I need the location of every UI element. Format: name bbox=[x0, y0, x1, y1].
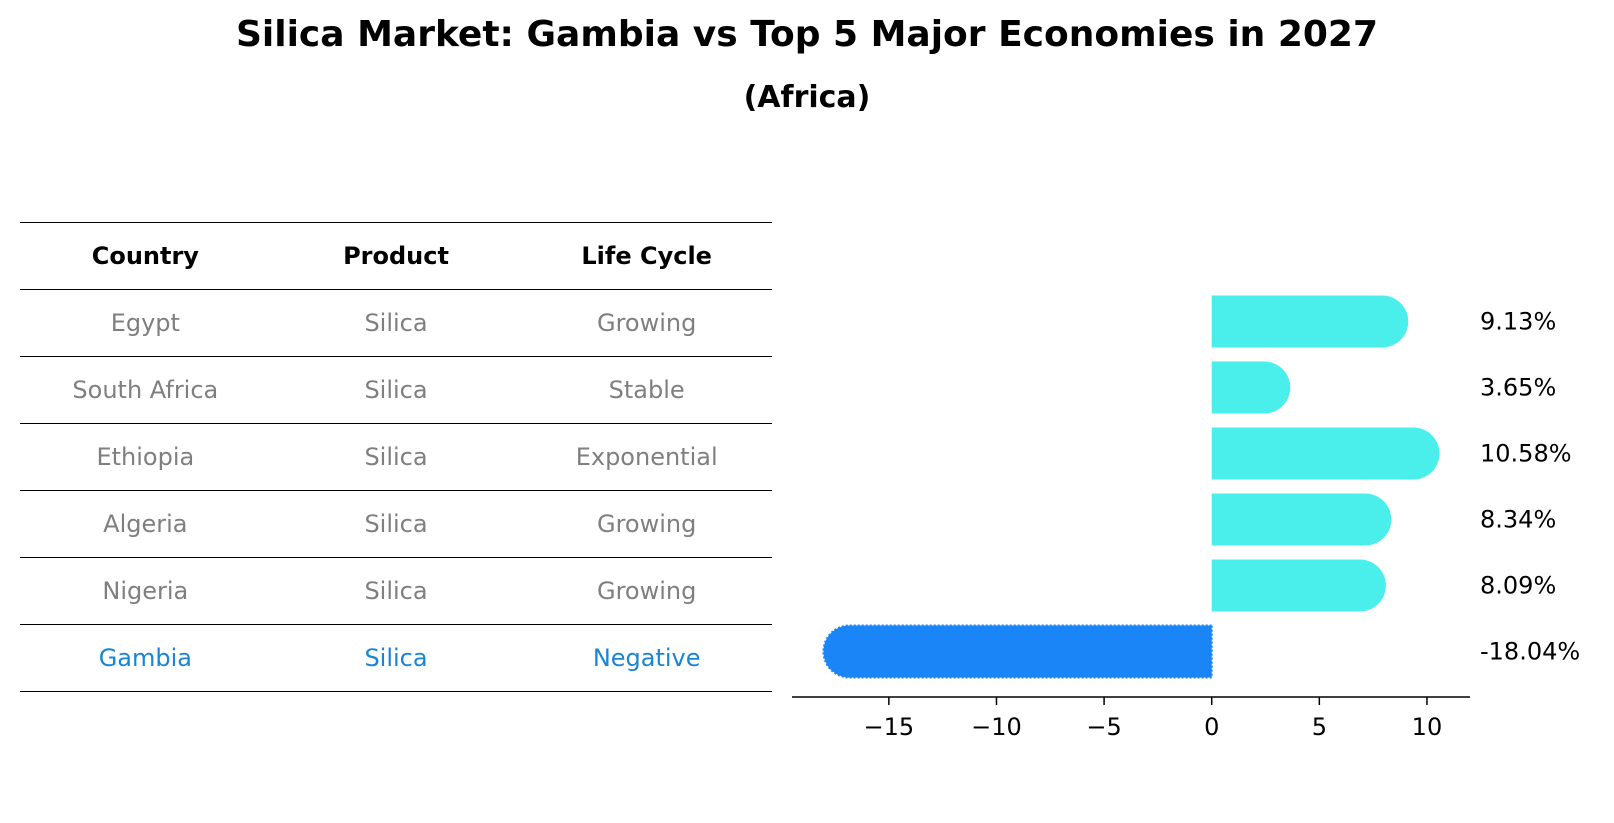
cell-country: Ethiopia bbox=[96, 443, 195, 471]
x-tick-label: −10 bbox=[971, 713, 1022, 741]
bar-value-label: 8.09% bbox=[1480, 572, 1556, 600]
header-life-cycle: Life Cycle bbox=[581, 242, 712, 270]
table-row: Ethiopia Silica Exponential bbox=[20, 423, 772, 490]
bar-nigeria bbox=[1211, 559, 1386, 612]
cell-country: South Africa bbox=[72, 376, 219, 404]
table-row: South Africa Silica Stable bbox=[20, 356, 772, 423]
table-header-row: Country Product Life Cycle bbox=[20, 222, 772, 289]
cell-country: Algeria bbox=[103, 510, 188, 538]
x-tick-label: −5 bbox=[1086, 713, 1121, 741]
chart-title: Silica Market: Gambia vs Top 5 Major Eco… bbox=[235, 14, 1379, 55]
table-row-highlighted: Gambia Silica Negative bbox=[20, 624, 772, 692]
cell-product: Silica bbox=[364, 577, 428, 605]
table-row: Egypt Silica Growing bbox=[20, 289, 772, 356]
bar-value-label: 9.13% bbox=[1480, 308, 1556, 336]
table-row: Nigeria Silica Growing bbox=[20, 557, 772, 624]
x-tick-label: −15 bbox=[864, 713, 915, 741]
cell-country: Egypt bbox=[110, 309, 180, 337]
country-table: Country Product Life Cycle Egypt Silica … bbox=[20, 222, 772, 692]
bar-value-label: 3.65% bbox=[1480, 374, 1556, 402]
bar-algeria bbox=[1211, 493, 1392, 546]
bar-ethiopia bbox=[1211, 427, 1440, 480]
cell-life-cycle: Exponential bbox=[575, 443, 718, 471]
x-tick-label: 5 bbox=[1312, 713, 1327, 741]
x-tick-label: 10 bbox=[1412, 713, 1443, 741]
cell-product: Silica bbox=[364, 309, 428, 337]
cell-product: Silica bbox=[364, 443, 428, 471]
cell-product: Silica bbox=[364, 644, 428, 672]
cell-life-cycle: Negative bbox=[592, 644, 701, 672]
header-product: Product bbox=[343, 242, 449, 270]
bar-value-label: 8.34% bbox=[1480, 506, 1556, 534]
bar-value-label: -18.04% bbox=[1480, 638, 1580, 666]
x-tick-label: 0 bbox=[1204, 713, 1219, 741]
bar-south-africa bbox=[1211, 361, 1291, 414]
table-row: Algeria Silica Growing bbox=[20, 490, 772, 557]
cell-country: Gambia bbox=[98, 644, 192, 672]
cell-product: Silica bbox=[364, 376, 428, 404]
cell-life-cycle: Growing bbox=[596, 577, 697, 605]
bar-egypt bbox=[1211, 295, 1409, 348]
cell-life-cycle: Stable bbox=[608, 376, 685, 404]
bar-gambia bbox=[822, 624, 1213, 679]
cell-life-cycle: Growing bbox=[596, 510, 697, 538]
header-country: Country bbox=[91, 242, 199, 270]
chart-subtitle: (Africa) bbox=[743, 80, 871, 115]
cell-life-cycle: Growing bbox=[596, 309, 697, 337]
cell-product: Silica bbox=[364, 510, 428, 538]
cell-country: Nigeria bbox=[102, 577, 189, 605]
bar-value-label: 10.58% bbox=[1480, 440, 1572, 468]
